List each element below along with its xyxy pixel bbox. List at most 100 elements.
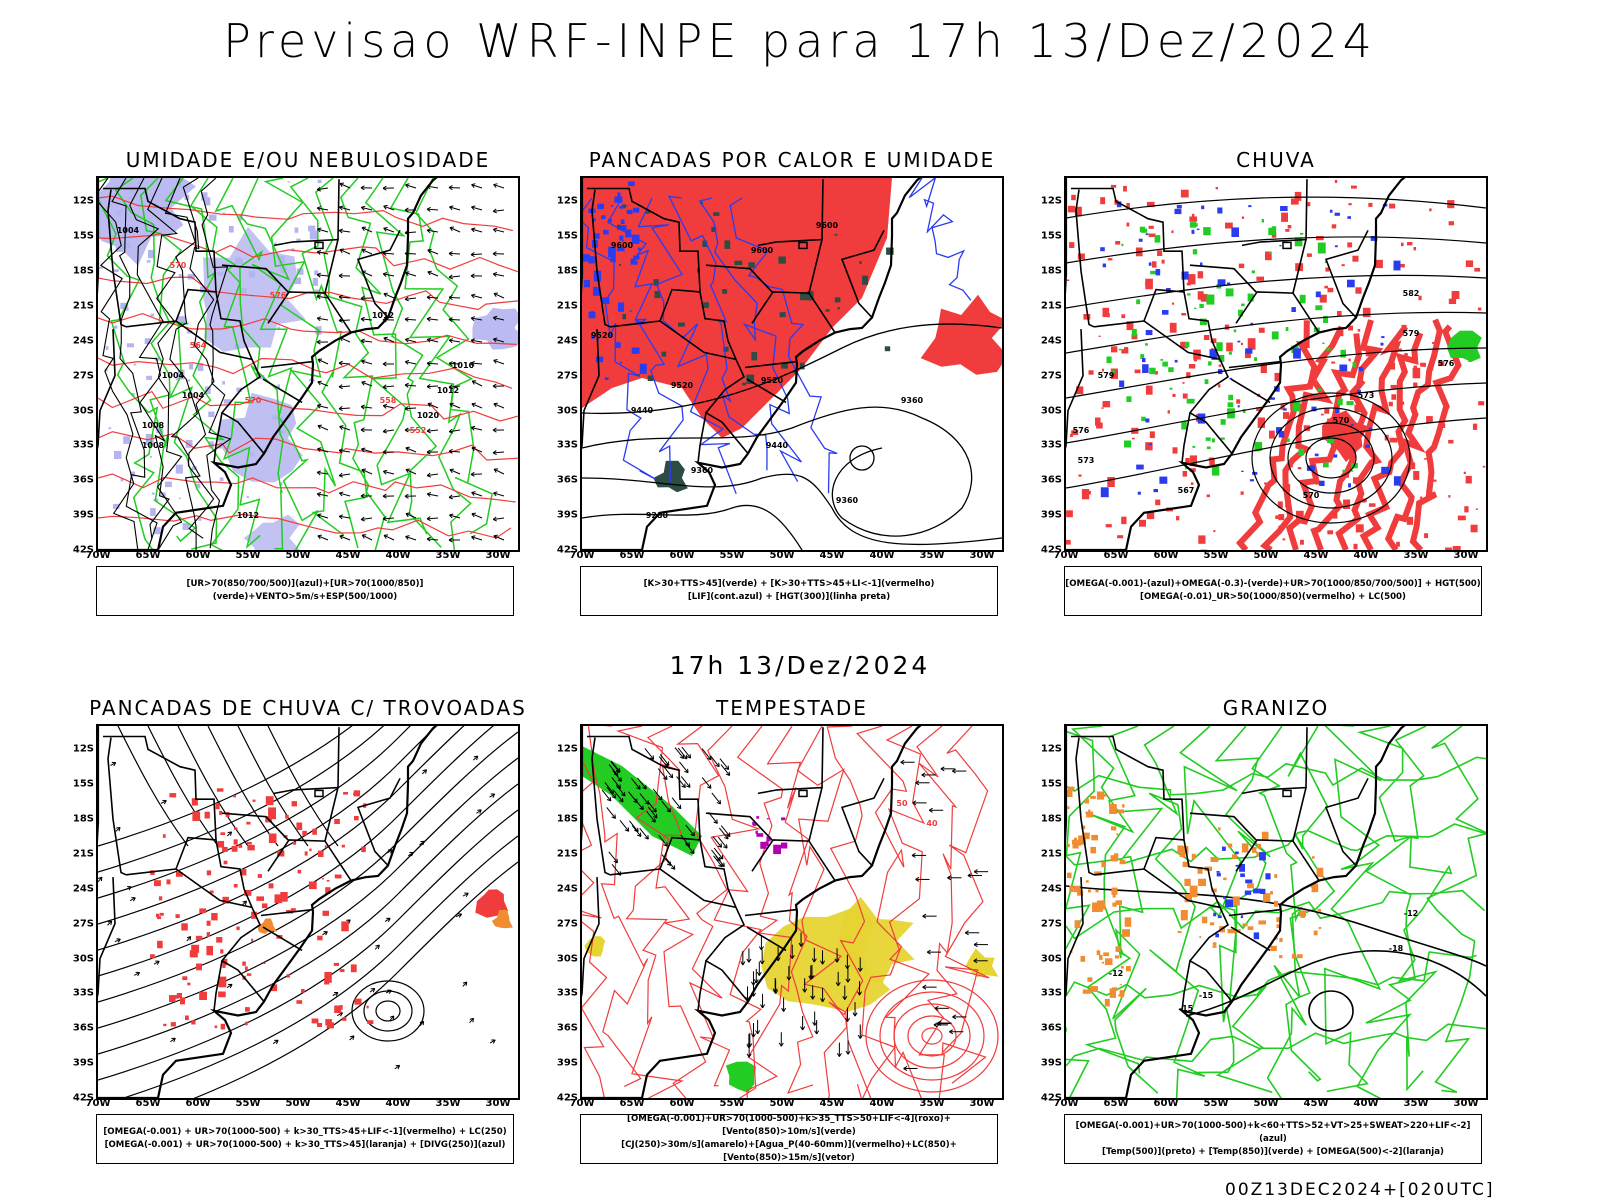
arrow-head — [798, 942, 804, 947]
speckle — [619, 235, 624, 241]
speckle — [1072, 843, 1079, 849]
speckle — [1278, 431, 1285, 438]
speckle — [1160, 358, 1164, 361]
political-border — [751, 839, 836, 882]
political-border — [267, 839, 352, 882]
wind-arrow — [317, 227, 329, 233]
arrow-head — [492, 516, 497, 522]
wind-vector — [809, 964, 815, 980]
speckle — [1096, 950, 1101, 956]
speckle — [334, 818, 340, 824]
map-area[interactable]: 582 579 576 573 570 567 570 573 576 579 — [1064, 176, 1488, 552]
arrow-head — [619, 797, 624, 803]
speckle — [1475, 508, 1478, 510]
arrow-head — [470, 360, 475, 366]
wind-arrow — [448, 361, 461, 367]
wind-arrow — [426, 383, 439, 389]
arrow-shaft — [339, 183, 351, 189]
longitude-tick-label: 40W — [385, 550, 411, 561]
political-border — [591, 737, 598, 820]
map-area[interactable]: 1008 1004 1004 1012 1012 1016 1020 1004 1008 1012… — [96, 176, 520, 552]
speckle — [1229, 377, 1233, 380]
wind-vector — [857, 1024, 863, 1039]
map-area[interactable]: 9600 9600 9600 9520 9520 9520 9440 9440 9360 9360… — [580, 176, 1004, 552]
political-border — [744, 360, 797, 369]
longitude-tick-label: 35W — [1403, 550, 1429, 561]
arrow-head — [448, 295, 453, 301]
latitude-tick-label: 42S — [556, 544, 578, 556]
wind-arrow — [360, 493, 373, 499]
arrow-head — [426, 361, 431, 366]
map-area[interactable] — [96, 724, 520, 1100]
speckle — [219, 810, 223, 815]
arrow-head — [448, 251, 453, 257]
speckle — [1126, 396, 1132, 402]
speckle — [1252, 847, 1257, 853]
arrow-shaft — [720, 764, 731, 776]
speckle — [1340, 349, 1346, 358]
arrow-shaft — [493, 228, 505, 233]
speckle — [713, 212, 720, 216]
arrow-head — [492, 208, 497, 214]
speckle — [608, 218, 612, 223]
streamline-arrow — [272, 1039, 279, 1045]
arrow-shaft — [449, 275, 461, 278]
legend-box: [OMEGA(-0.001)-(azul)+OMEGA(-0.3)-(verde… — [1064, 566, 1482, 616]
speckle — [1291, 198, 1299, 205]
coastline — [98, 178, 438, 550]
arrow-head — [949, 1029, 954, 1035]
speckle — [654, 291, 661, 299]
speckle — [1254, 442, 1263, 451]
speckle — [1265, 251, 1272, 261]
arrow-shaft — [629, 820, 639, 833]
political-border — [596, 270, 611, 328]
arrow-shaft — [449, 206, 461, 211]
arrow-shaft — [426, 208, 439, 211]
panel-title: GRANIZO — [1222, 696, 1330, 720]
arrow-head — [615, 767, 621, 773]
temperature-850-contour — [1356, 726, 1416, 1098]
wind-arrow — [470, 425, 483, 431]
temperature-850-contour — [1066, 756, 1486, 796]
arrow-shaft — [493, 468, 505, 475]
speckle — [1368, 202, 1373, 207]
arrow-shaft — [448, 450, 461, 453]
arrow-head — [426, 228, 432, 234]
wind-vector — [681, 746, 692, 759]
speckle — [1253, 932, 1260, 940]
arrow-head — [469, 1017, 475, 1023]
speckle — [1339, 364, 1348, 371]
speckle — [1420, 496, 1423, 499]
speckle — [746, 374, 755, 384]
latitude-tick-label: 30S — [72, 953, 94, 964]
latitude-tick-label: 18S — [556, 813, 578, 825]
wind-vector — [658, 834, 668, 847]
map-area[interactable]: 40 50 — [580, 724, 1004, 1100]
wind-vector — [613, 790, 624, 803]
speckle — [1217, 279, 1226, 286]
speckle — [1176, 516, 1180, 521]
wind-arrow — [360, 185, 373, 191]
speckle — [141, 215, 144, 217]
map-area[interactable]: -12 -15 -12 -15 -18 — [1064, 724, 1488, 1100]
speckle — [153, 527, 161, 535]
streamline — [98, 726, 465, 951]
arrow-head — [427, 248, 432, 254]
arrow-head — [316, 470, 322, 476]
arrow-head — [186, 936, 192, 941]
speckle — [277, 326, 280, 329]
speckle — [1281, 212, 1288, 222]
streamline-arrow — [384, 917, 391, 923]
arrow-head — [492, 251, 497, 257]
speckle — [294, 227, 299, 233]
wind-arrow — [382, 361, 395, 367]
speckle — [1189, 222, 1197, 228]
legend-box: [OMEGA(-0.001)+UR>70(1000-500)+k<60+TTS>… — [1064, 1114, 1482, 1164]
streamline — [267, 726, 339, 847]
arrow-head — [857, 967, 863, 972]
arrow-head — [448, 185, 453, 191]
arrow-head — [317, 227, 322, 233]
arrow-head — [811, 958, 817, 963]
wind-arrow — [360, 516, 373, 522]
temperature-500-contour — [1066, 885, 1486, 967]
